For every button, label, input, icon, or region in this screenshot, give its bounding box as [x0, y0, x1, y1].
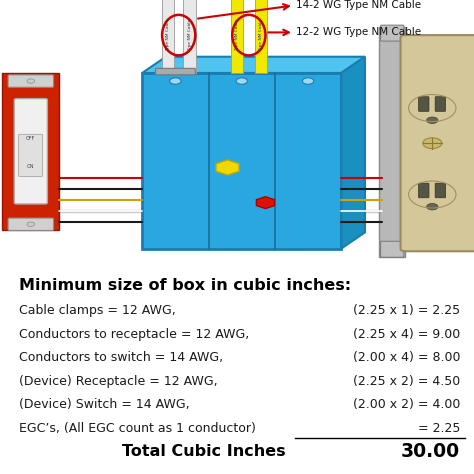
Text: Type NM Cable: Type NM Cable	[166, 19, 170, 51]
Polygon shape	[142, 57, 365, 73]
FancyBboxPatch shape	[18, 134, 43, 176]
Circle shape	[302, 78, 314, 84]
Text: EGC’s, (All EGC count as 1 conductor): EGC’s, (All EGC count as 1 conductor)	[18, 422, 255, 435]
Polygon shape	[341, 57, 365, 248]
FancyBboxPatch shape	[155, 68, 195, 75]
Text: 30.00: 30.00	[401, 442, 460, 461]
Bar	[231, 0, 243, 73]
Text: (2.25 x 2) = 4.50: (2.25 x 2) = 4.50	[353, 375, 460, 388]
Text: Type NM Cable: Type NM Cable	[235, 19, 239, 51]
FancyBboxPatch shape	[419, 183, 429, 198]
Text: 12-2 WG Type NM Cable: 12-2 WG Type NM Cable	[296, 27, 421, 37]
FancyBboxPatch shape	[142, 73, 341, 248]
Text: (2.00 x 4) = 8.00: (2.00 x 4) = 8.00	[353, 351, 460, 365]
Circle shape	[27, 79, 35, 83]
FancyBboxPatch shape	[381, 241, 404, 257]
Text: 14-2 WG Type NM Cable: 14-2 WG Type NM Cable	[296, 0, 421, 10]
FancyBboxPatch shape	[381, 25, 404, 41]
FancyBboxPatch shape	[8, 218, 54, 230]
Bar	[162, 0, 174, 73]
Bar	[255, 0, 267, 73]
Text: Type NM Cable: Type NM Cable	[188, 19, 191, 51]
FancyBboxPatch shape	[379, 27, 405, 257]
Bar	[183, 0, 196, 73]
FancyBboxPatch shape	[435, 183, 446, 198]
Text: (2.25 x 1) = 2.25: (2.25 x 1) = 2.25	[353, 304, 460, 318]
Circle shape	[427, 203, 438, 210]
Text: (2.25 x 4) = 9.00: (2.25 x 4) = 9.00	[353, 328, 460, 341]
Text: = 2.25: = 2.25	[418, 422, 460, 435]
Text: Cable clamps = 12 AWG,: Cable clamps = 12 AWG,	[18, 304, 175, 318]
Circle shape	[170, 78, 181, 84]
Circle shape	[27, 222, 35, 227]
Text: OFF: OFF	[26, 137, 35, 142]
Circle shape	[427, 117, 438, 123]
Text: Minimum size of box in cubic inches:: Minimum size of box in cubic inches:	[18, 278, 351, 293]
Circle shape	[236, 78, 247, 84]
FancyBboxPatch shape	[14, 99, 47, 204]
Text: (Device) Switch = 14 AWG,: (Device) Switch = 14 AWG,	[18, 398, 189, 411]
Text: Type NM Cable: Type NM Cable	[259, 19, 263, 51]
FancyBboxPatch shape	[419, 97, 429, 111]
FancyBboxPatch shape	[401, 35, 474, 251]
Text: Total Cubic Inches: Total Cubic Inches	[122, 444, 285, 459]
Text: Conductors to receptacle = 12 AWG,: Conductors to receptacle = 12 AWG,	[18, 328, 249, 341]
Text: Conductors to switch = 14 AWG,: Conductors to switch = 14 AWG,	[18, 351, 223, 365]
Circle shape	[423, 138, 442, 149]
FancyBboxPatch shape	[8, 75, 54, 87]
FancyBboxPatch shape	[2, 73, 59, 230]
FancyBboxPatch shape	[435, 97, 446, 111]
Text: (2.00 x 2) = 4.00: (2.00 x 2) = 4.00	[353, 398, 460, 411]
Text: ON: ON	[27, 164, 34, 169]
Text: (Device) Receptacle = 12 AWG,: (Device) Receptacle = 12 AWG,	[18, 375, 217, 388]
